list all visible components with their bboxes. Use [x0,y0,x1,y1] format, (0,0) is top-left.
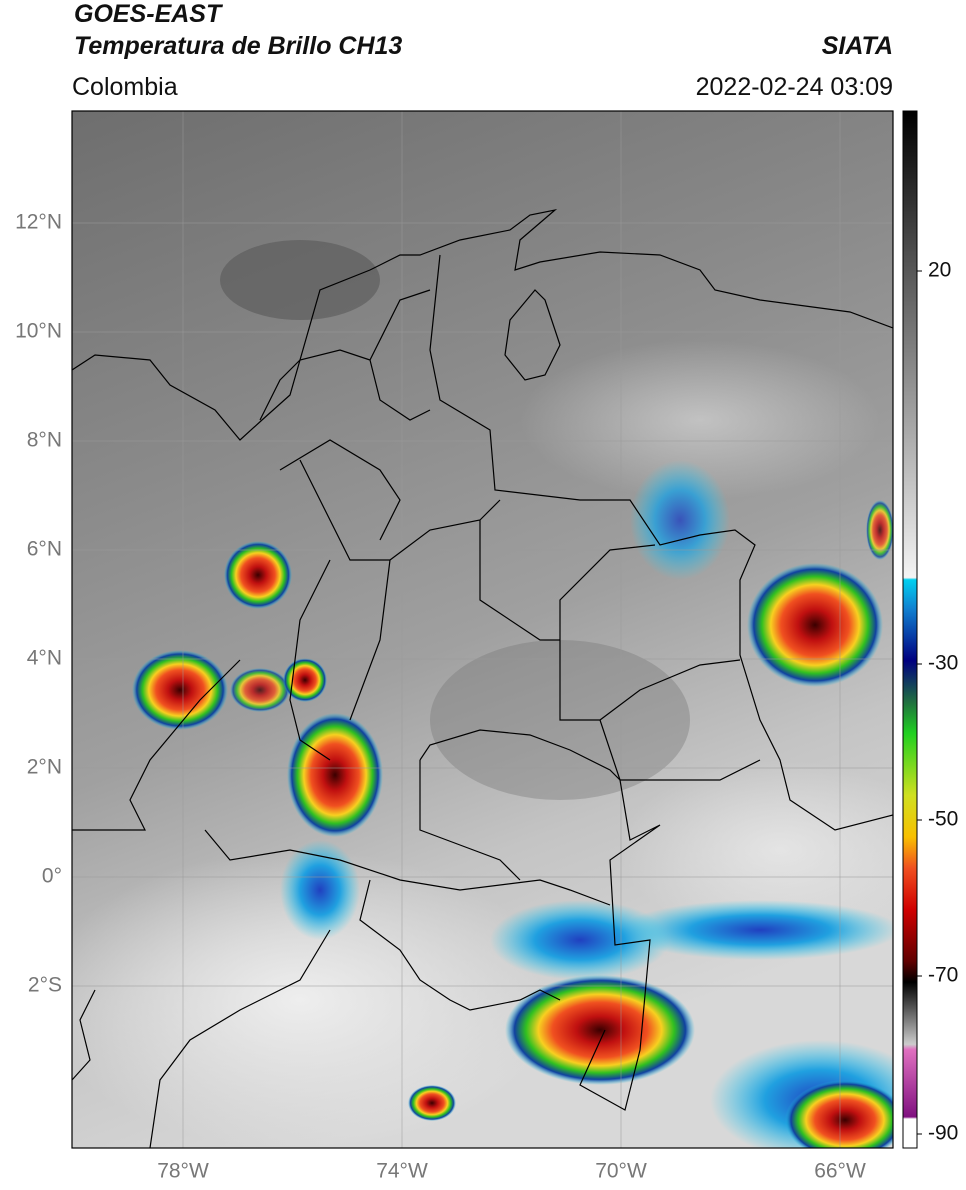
colorbar-tick-label: -70 [928,964,958,987]
lat-label: 4°N [27,647,62,670]
region: Colombia [72,73,178,101]
lon-label: 78°W [157,1160,209,1183]
lat-labels: 12°N 10°N 8°N 6°N 4°N 2°N 0° 2°S [15,211,62,997]
lat-label: 8°N [27,429,62,452]
colorbar-tick-label: 20 [928,259,951,282]
colorbar [902,110,918,1149]
lon-labels: 78°W 74°W 70°W 66°W [157,1160,866,1183]
lat-label: 0° [42,865,62,888]
lat-label: 2°S [28,974,62,997]
source: SIATA [822,32,893,60]
lat-label: 12°N [15,211,62,234]
lat-label: 6°N [27,538,62,561]
lon-label: 70°W [595,1160,647,1183]
colorbar-tick-label: -50 [928,808,958,831]
colorbar-tick-label: -30 [928,652,958,675]
lon-label: 74°W [376,1160,428,1183]
lat-label: 2°N [27,756,62,779]
title: GOES-EAST [74,0,224,28]
subtitle: Temperatura de Brillo CH13 [74,32,402,60]
graticule [72,111,893,1148]
satellite-image [72,111,893,1148]
lat-label: 10°N [15,320,62,343]
borders [72,208,893,1148]
lon-label: 66°W [814,1160,866,1183]
map-frame [71,110,894,1149]
colorbar-ticks: 20 -30 -50 -70 -90 [917,259,958,1145]
colorbar-tick-label: -90 [928,1122,958,1145]
datetime: 2022-02-24 03:09 [696,73,893,101]
